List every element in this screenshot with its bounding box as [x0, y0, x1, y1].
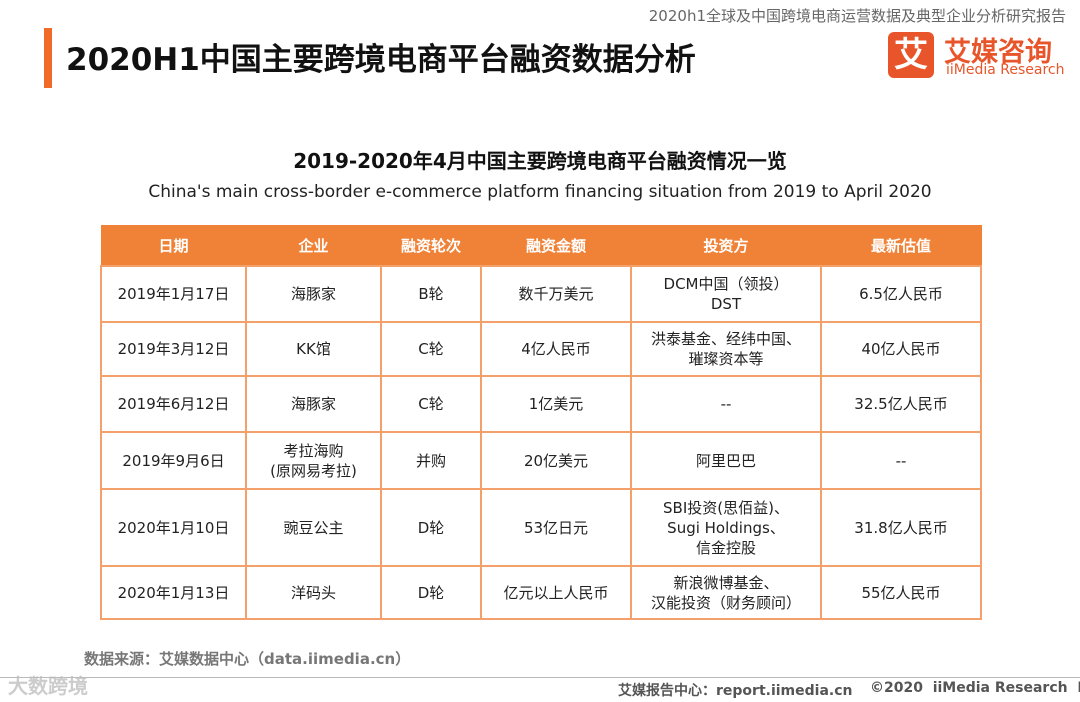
table-cell: 40亿人民币 — [820, 321, 982, 377]
table-cell: B轮 — [380, 265, 482, 323]
footer-site: 艾媒报告中心：report.iimedia.cn — [618, 683, 853, 699]
table-cell: 阿里巴巴 — [630, 431, 822, 490]
table-cell: D轮 — [380, 565, 482, 620]
table-cell: 考拉海购 (原网易考拉) — [245, 431, 382, 490]
table-cell: 洋码头 — [245, 565, 382, 620]
table-cell: 豌豆公主 — [245, 488, 382, 567]
table-cell: 53亿日元 — [480, 488, 632, 567]
table-cell: SBI投资(思佰益)、 Sugi Holdings、 信金控股 — [630, 488, 822, 567]
table-row: 2019年6月12日 海豚家 C轮 1亿美元 -- 32.5亿人民币 — [100, 375, 982, 433]
table-title: 2019-2020年4月中国主要跨境电商平台融资情况一览 — [293, 149, 787, 173]
column-header: 企业 — [245, 225, 382, 267]
table-cell: 数千万美元 — [480, 265, 632, 323]
table-cell: 海豚家 — [245, 265, 382, 323]
watermark: 大数跨境 — [8, 674, 88, 698]
report-title: 2020h1全球及中国跨境电商运营数据及典型企业分析研究报告 — [648, 7, 1066, 25]
table-cell: 32.5亿人民币 — [820, 375, 982, 433]
column-header: 日期 — [100, 225, 247, 267]
footer-copyright: ©2020 iiMedia Research Inc — [870, 680, 1080, 696]
table-cell: 2020年1月10日 — [100, 488, 247, 567]
table-cell: 2019年3月12日 — [100, 321, 247, 377]
table-cell: C轮 — [380, 375, 482, 433]
page-title: 2020H1中国主要跨境电商平台融资数据分析 — [66, 42, 696, 78]
footer-rule — [0, 677, 1080, 678]
table-cell: KK馆 — [245, 321, 382, 377]
table-cell: 2019年6月12日 — [100, 375, 247, 433]
table-cell: 海豚家 — [245, 375, 382, 433]
table-cell: -- — [630, 375, 822, 433]
column-header: 最新估值 — [820, 225, 982, 267]
source: 数据来源：艾媒数据中心（data.iimedia.cn） — [84, 650, 411, 668]
table-cell: DCM中国（领投） DST — [630, 265, 822, 323]
table-cell: -- — [820, 431, 982, 490]
table-cell: 新浪微博基金、 汉能投资（财务顾问） — [630, 565, 822, 620]
table-cell: 20亿美元 — [480, 431, 632, 490]
table-row: 2020年1月10日 豌豆公主 D轮 53亿日元 SBI投资(思佰益)、 Sugi Ho… — [100, 488, 982, 567]
column-header: 融资金额 — [480, 225, 632, 267]
table-cell: 2020年1月13日 — [100, 565, 247, 620]
table-cell: 亿元以上人民币 — [480, 565, 632, 620]
table-cell: 2019年9月6日 — [100, 431, 247, 490]
accent-bar — [44, 28, 52, 88]
column-header: 融资轮次 — [380, 225, 482, 267]
financing-table: 日期 企业 融资轮次 融资金额 投资方 最新估值 2019年1月17日 海豚家 B轮 数千万美元… — [100, 225, 982, 620]
header-row: 日期 企业 融资轮次 融资金额 投资方 最新估值 — [100, 225, 982, 267]
logo-en: iiMedia Research — [946, 62, 1065, 78]
table-cell: 55亿人民币 — [820, 565, 982, 620]
table-cell: 洪泰基金、经纬中国、 璀璨资本等 — [630, 321, 822, 377]
table-cell: 1亿美元 — [480, 375, 632, 433]
table-row: 2020年1月13日 洋码头 D轮 亿元以上人民币 新浪微博基金、 汉能投资（财务顾问）… — [100, 565, 982, 620]
table-cell: 并购 — [380, 431, 482, 490]
table-cell: 6.5亿人民币 — [820, 265, 982, 323]
table-cell: 2019年1月17日 — [100, 265, 247, 323]
table-row: 2019年9月6日 考拉海购 (原网易考拉) 并购 20亿美元 阿里巴巴 -- — [100, 431, 982, 490]
table-cell: D轮 — [380, 488, 482, 567]
table-subtitle: China's main cross-border e-commerce pla… — [148, 182, 932, 202]
table-row: 2019年3月12日 KK馆 C轮 4亿人民币 洪泰基金、经纬中国、 璀璨资本等 40亿人… — [100, 321, 982, 377]
column-header: 投资方 — [630, 225, 822, 267]
logo-icon: 艾 — [888, 32, 934, 78]
table-row: 2019年1月17日 海豚家 B轮 数千万美元 DCM中国（领投） DST 6.5亿人民币 — [100, 265, 982, 323]
table-cell: 31.8亿人民币 — [820, 488, 982, 567]
table-cell: C轮 — [380, 321, 482, 377]
logo-name: 艾媒咨询 — [944, 37, 1052, 68]
table-cell: 4亿人民币 — [480, 321, 632, 377]
